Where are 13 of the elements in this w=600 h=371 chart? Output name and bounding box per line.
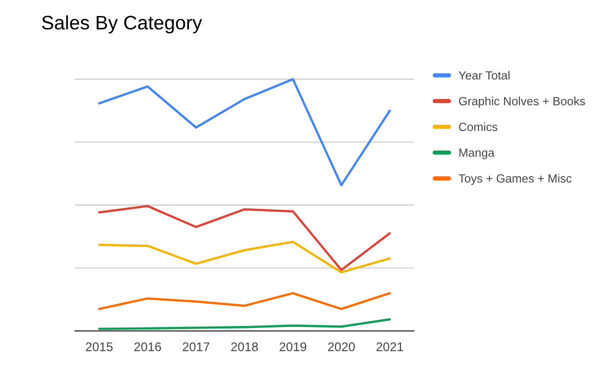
x-tick-label: 2018 [231,342,258,352]
x-tick-label: 2015 [86,342,113,352]
x-tick-label: 2016 [134,342,161,352]
x-tick-label: 2019 [280,342,306,352]
legend-label: Manga [459,148,494,160]
chart-title: Sales By Category [42,15,202,34]
x-tick-label: 2020 [328,342,355,352]
x-tick-label: 2017 [182,342,210,352]
legend-label: Year Total [458,70,510,80]
legend-label: Comics [459,122,498,132]
legend-label: Toys + Games + Misc [458,174,572,185]
x-tick-label: 2021 [376,342,404,352]
legend-label: Graphic Nolves + Books [459,96,585,108]
